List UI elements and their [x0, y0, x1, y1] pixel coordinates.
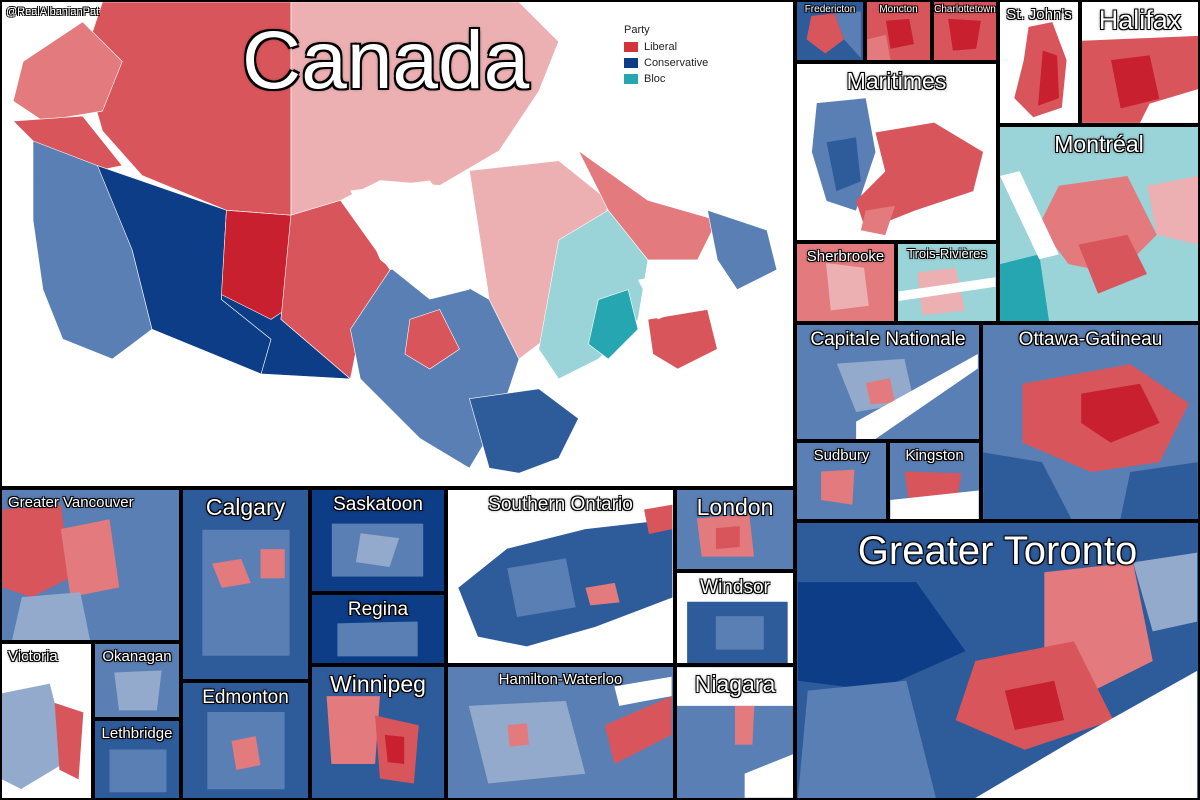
inset-winnipeg: Winnipeg — [310, 665, 446, 800]
inset-greater-vancouver: Greater Vancouver — [0, 488, 181, 642]
inset-title: Regina — [347, 599, 409, 620]
inset-halifax: Halifax — [1080, 0, 1200, 125]
legend-item-conservative: Conservative — [624, 57, 708, 69]
inset-greater-toronto: Greater Toronto — [795, 521, 1200, 800]
legend-item-bloc: Bloc — [624, 73, 708, 85]
inset-windsor: Windsor — [675, 571, 795, 665]
credit-label: @RealAlbanianPat — [6, 6, 100, 18]
inset-title: Okanagan — [102, 648, 172, 665]
canada-map — [12, 2, 778, 474]
legend-title: Party — [624, 24, 650, 36]
inset-lethbridge: Lethbridge — [93, 719, 181, 800]
inset-southern-ontario: Southern Ontario — [446, 488, 675, 665]
map-title: Canada — [242, 15, 530, 106]
hudson-bay — [350, 180, 470, 300]
region-labrador — [578, 150, 718, 261]
inset-title: Victoria — [8, 648, 58, 665]
inset-title: Sudbury — [813, 447, 870, 464]
inset-title: Capitale Nationale — [810, 329, 966, 350]
inset-title: Southern Ontario — [488, 494, 633, 515]
inset-trois-rivieres: Trois-Rivières — [896, 242, 998, 323]
region-newfoundland — [707, 209, 778, 291]
canada-map-panel: @RealAlbanianPat Canada Party Liberal Co… — [0, 0, 795, 488]
region-sask-north — [221, 209, 292, 320]
legend-label: Bloc — [644, 73, 666, 85]
legend-label: Liberal — [644, 41, 678, 53]
inset-title: Niagara — [694, 671, 776, 697]
legend: Party Liberal Conservative Bloc — [624, 24, 708, 89]
legend-swatch — [624, 74, 638, 84]
inset-montreal: Montréal — [998, 125, 1200, 323]
inset-title: Greater Vancouver — [8, 494, 134, 511]
inset-capitale-nationale: Capitale Nationale — [795, 323, 981, 441]
legend-swatch — [624, 58, 638, 68]
inset-okanagan: Okanagan — [93, 642, 181, 719]
region-maritimes — [647, 309, 718, 370]
gulf-st-lawrence — [638, 269, 708, 320]
inset-st-johns: St. John's — [998, 0, 1080, 125]
inset-title: Edmonton — [202, 687, 289, 708]
inset-title: Saskatoon — [333, 494, 423, 515]
inset-title: London — [696, 494, 774, 520]
inset-maritimes: Maritimes — [795, 62, 998, 242]
inset-title: Greater Toronto — [857, 529, 1138, 573]
inset-charlottetown: Charlottetown — [932, 0, 998, 62]
inset-title: Calgary — [205, 494, 286, 520]
inset-regina: Regina — [310, 593, 446, 665]
inset-sudbury: Sudbury — [795, 441, 888, 521]
inset-moncton: Moncton — [865, 0, 932, 62]
inset-calgary: Calgary — [181, 488, 310, 681]
inset-kingston: Kingston — [888, 441, 981, 521]
inset-title: Maritimes — [846, 68, 947, 94]
inset-title: Moncton — [879, 4, 918, 15]
inset-title: Halifax — [1098, 5, 1182, 35]
inset-ottawa-gatineau: Ottawa-Gatineau — [981, 323, 1200, 521]
inset-title: St. John's — [1006, 6, 1072, 23]
inset-title: Charlottetown — [934, 4, 996, 15]
inset-edmonton: Edmonton — [181, 681, 310, 800]
inset-sherbrooke: Sherbrooke — [795, 242, 896, 323]
legend-item-liberal: Liberal — [624, 41, 708, 53]
region-ontario-south — [469, 388, 579, 474]
legend-swatch — [624, 42, 638, 52]
inset-london: London — [675, 488, 795, 571]
legend-label: Conservative — [644, 57, 709, 69]
inset-title: Montréal — [1054, 131, 1144, 157]
inset-title: Hamilton-Waterloo — [498, 671, 623, 688]
inset-title: Winnipeg — [330, 671, 426, 697]
inset-title: Sherbrooke — [806, 248, 885, 265]
inset-fredericton: Fredericton — [795, 0, 865, 62]
inset-niagara: Niagara — [675, 665, 795, 800]
inset-saskatoon: Saskatoon — [310, 488, 446, 593]
inset-hamilton-waterloo: Hamilton-Waterloo — [446, 665, 675, 800]
region-ontario-kenora — [404, 309, 460, 370]
inset-title: Kingston — [905, 447, 964, 464]
inset-title: Fredericton — [804, 4, 856, 15]
inset-title: Lethbridge — [101, 725, 173, 742]
region-arctic-islands — [12, 21, 123, 122]
region-quebec-bloc-dark — [588, 289, 639, 360]
inset-title: Ottawa-Gatineau — [1018, 329, 1163, 350]
inset-title: Windsor — [700, 577, 770, 598]
inset-victoria: Victoria — [0, 642, 93, 800]
inset-title: Trois-Rivières — [907, 246, 987, 261]
